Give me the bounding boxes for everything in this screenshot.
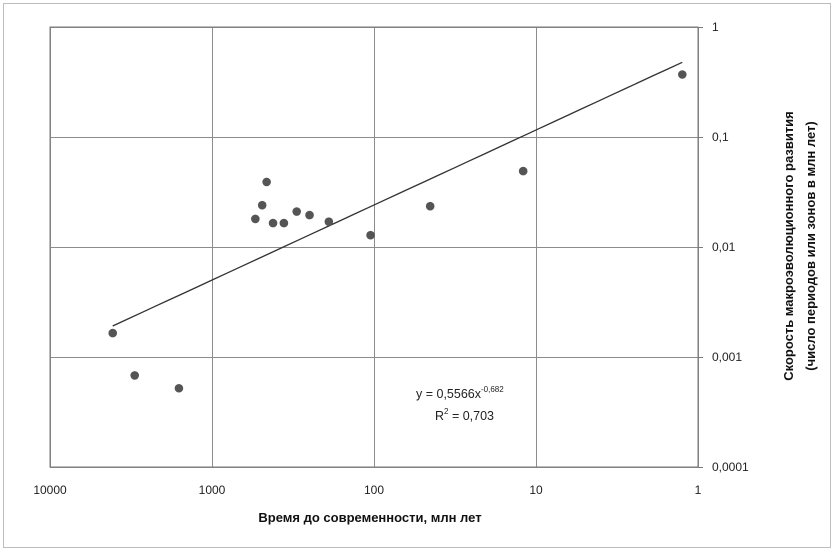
regression-annotation: y = 0,5566x-0,682 R2 = 0,703 <box>416 385 504 423</box>
data-point-14 <box>678 70 687 79</box>
data-point-4 <box>257 200 267 210</box>
x-tick-label-0: 10000 <box>33 483 67 497</box>
data-point-3 <box>251 214 260 224</box>
equation-label: y = 0,5566x-0,682 <box>416 385 504 401</box>
data-point-12 <box>425 201 435 211</box>
data-points <box>108 70 687 393</box>
data-point-5 <box>262 177 271 187</box>
y-tick-label-0: 0,0001 <box>712 460 749 474</box>
data-point-7 <box>279 218 289 228</box>
x-tick-label-4: 1 <box>695 483 702 497</box>
r-squared-exponent: 2 <box>444 407 449 416</box>
r-squared-value: = 0,703 <box>448 409 494 423</box>
x-tick-label-1: 1000 <box>199 483 226 497</box>
data-point-8 <box>292 207 302 216</box>
trendline <box>112 61 683 327</box>
plot-border <box>49 26 699 468</box>
r-squared-label: R2 = 0,703 <box>435 407 494 423</box>
y-axis-title: Скорость макроэволюционного развития (чи… <box>781 111 818 381</box>
grid-lines <box>50 27 703 468</box>
y-tick-label-4: 1 <box>712 20 719 34</box>
y-tick-label-2: 0,01 <box>712 240 736 254</box>
trendline-path <box>112 61 683 327</box>
plot-area <box>49 26 699 468</box>
data-point-1 <box>130 371 140 380</box>
data-point-2 <box>174 383 184 393</box>
equation-exponent: -0,682 <box>481 385 504 394</box>
x-tick-label-2: 100 <box>364 483 384 497</box>
y-tick-label-1: 0,001 <box>712 350 742 364</box>
equation-base: y = 0,5566x <box>416 387 482 401</box>
data-point-0 <box>108 328 118 338</box>
r-squared-base: R <box>435 409 444 423</box>
y-axis-tick-labels: 0,0001 0,001 0,01 0,1 1 <box>712 20 749 474</box>
chart-frame <box>3 3 831 548</box>
data-point-10 <box>324 217 334 226</box>
y-axis-title-line-1: Скорость макроэволюционного развития <box>781 111 796 381</box>
data-point-6 <box>268 218 278 228</box>
data-point-9 <box>305 210 314 220</box>
x-tick-label-3: 10 <box>529 483 543 497</box>
x-axis-title: Время до современности, млн лет <box>258 510 481 525</box>
y-axis-title-line-2: (число периодов или зонов в млн лет) <box>803 121 818 370</box>
data-point-11 <box>366 230 375 240</box>
x-axis-tick-labels: 10000 1000 100 10 1 <box>33 483 701 497</box>
y-tick-label-3: 0,1 <box>712 130 729 144</box>
data-point-13 <box>518 166 528 176</box>
